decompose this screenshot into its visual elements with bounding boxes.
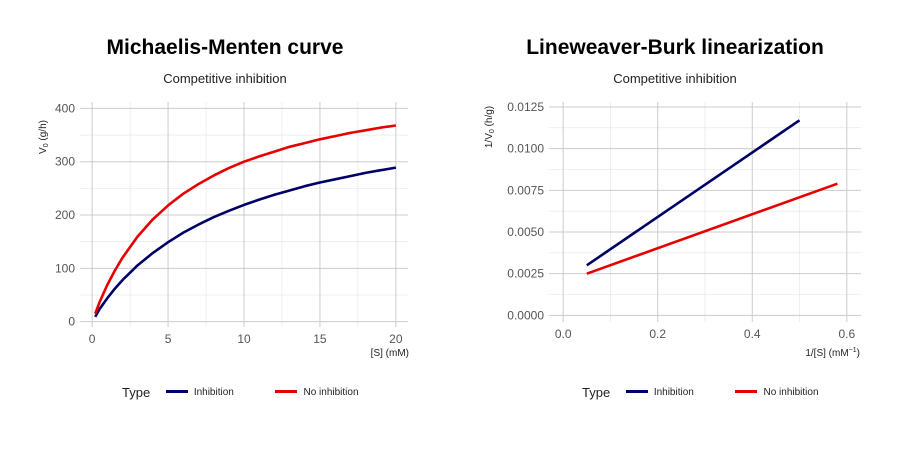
legend-label-inhibition: Inhibition bbox=[193, 387, 234, 399]
y-tick-label: 0.0050 bbox=[507, 225, 544, 239]
legend-label-inhibition: Inhibition bbox=[653, 387, 694, 399]
y-tick-label: 0.0025 bbox=[507, 267, 544, 281]
grid bbox=[549, 102, 861, 322]
legend-key-no-inhibition bbox=[275, 390, 298, 394]
legend-key-inhibition bbox=[165, 390, 188, 394]
series-line-no-inhibition bbox=[586, 182, 838, 275]
x-tick-label: 0.4 bbox=[744, 327, 761, 341]
x-tick-label: 0.6 bbox=[838, 327, 855, 341]
legend-title: Type bbox=[122, 385, 151, 401]
chart-title: Lineweaver-Burk linearization bbox=[526, 36, 824, 59]
x-tick-label: 5 bbox=[165, 332, 172, 346]
y-tick-label: 200 bbox=[55, 208, 75, 222]
x-axis-label: [S] (mM) bbox=[371, 348, 409, 359]
chart-subtitle: Competitive inhibition bbox=[613, 71, 737, 86]
x-tick-label: 0.2 bbox=[649, 327, 666, 341]
x-tick-label: 10 bbox=[237, 332, 251, 346]
y-tick-label: 100 bbox=[55, 261, 75, 275]
legend-key-inhibition bbox=[625, 390, 648, 394]
series-line-no-inhibition bbox=[93, 124, 397, 315]
y-tick-label: 0.0000 bbox=[507, 308, 544, 322]
x-tick-label: 15 bbox=[313, 332, 327, 346]
y-tick-label: 0.0075 bbox=[507, 183, 544, 197]
y-tick-label: 0.0100 bbox=[507, 142, 544, 156]
y-axis-label: V0 (g/h) bbox=[38, 120, 50, 154]
legend: Type Inhibition No inhibition bbox=[122, 384, 389, 400]
legend: Type Inhibition No inhibition bbox=[582, 384, 849, 400]
grid bbox=[80, 102, 408, 327]
chart-title: Michaelis-Menten curve bbox=[106, 36, 344, 59]
x-axis-label: 1/[S] (mM−1) bbox=[805, 347, 860, 359]
legend-label-no-inhibition: No inhibition bbox=[763, 387, 819, 399]
x-tick-label: 0 bbox=[89, 332, 96, 346]
chart-plot-area: 1/V0 (h/g) 1/[S] (mM−1) 0.0 0.2 0.4 0.6 0.00… bbox=[484, 100, 861, 359]
chart-panel-lineweaver-burk: Lineweaver-Burk linearization Competitiv… bbox=[450, 0, 900, 450]
y-tick-label: 300 bbox=[55, 155, 75, 169]
y-tick-label: 0 bbox=[68, 315, 75, 329]
legend-label-no-inhibition: No inhibition bbox=[303, 387, 359, 399]
legend-key-no-inhibition bbox=[735, 390, 758, 394]
y-tick-label: 400 bbox=[55, 101, 75, 115]
y-tick-label: 0.0125 bbox=[507, 100, 544, 114]
chart-panel-michaelis-menten: Michaelis-Menten curve Competitive inhib… bbox=[38, 36, 409, 400]
x-tick-label: 20 bbox=[389, 332, 403, 346]
chart-subtitle: Competitive inhibition bbox=[163, 71, 287, 86]
series-line-inhibition bbox=[94, 166, 397, 318]
y-axis-label: 1/V0 (h/g) bbox=[484, 106, 496, 148]
legend-title: Type bbox=[582, 385, 611, 401]
x-tick-label: 0.0 bbox=[555, 327, 572, 341]
series-line-inhibition bbox=[586, 119, 801, 267]
